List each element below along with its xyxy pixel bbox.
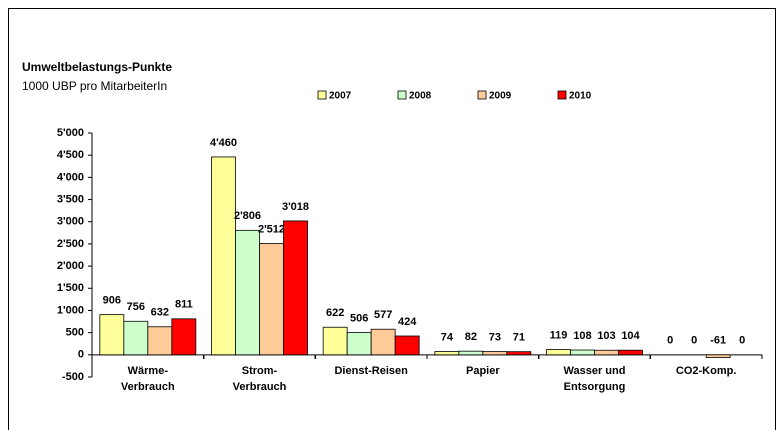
- x-tick-label: Strom-Verbrauch: [233, 365, 287, 393]
- data-label: 74: [441, 331, 454, 343]
- bar: [211, 156, 236, 356]
- data-label: 622: [326, 307, 344, 319]
- y-tick-label: 3'500: [57, 193, 84, 205]
- data-label: 108: [573, 330, 591, 342]
- legend-swatch: [477, 90, 487, 100]
- data-label: 82: [465, 331, 477, 343]
- data-label: 4'460: [210, 137, 237, 149]
- data-label: 0: [691, 335, 697, 347]
- bar: [235, 229, 260, 356]
- bar: [458, 350, 484, 356]
- y-tick-label: 2'500: [57, 238, 84, 250]
- legend-label: 2009: [489, 91, 512, 102]
- data-label: 71: [513, 332, 525, 344]
- x-tick-label: Wasser und Entsorgung: [564, 365, 626, 393]
- x-tick-label: Wärme-Verbrauch: [121, 365, 175, 393]
- y-tick-label: 3'000: [57, 216, 84, 228]
- bar: [322, 326, 348, 356]
- x-tick-label: CO2-Komp.: [676, 365, 737, 377]
- data-label: 2'806: [234, 210, 261, 222]
- y-tick-label: 0: [78, 349, 84, 361]
- data-label: 2'512: [258, 223, 285, 235]
- y-tick-label: 5'000: [57, 127, 84, 139]
- legend-swatch: [317, 90, 327, 100]
- data-label: 3'018: [282, 201, 309, 213]
- y-tick-label: 500: [66, 327, 84, 339]
- bar: [594, 349, 619, 356]
- bar: [259, 242, 284, 356]
- bar: [570, 349, 595, 356]
- data-label: 119: [550, 329, 568, 341]
- bar: [346, 331, 372, 356]
- x-tick-label: Papier: [466, 365, 500, 377]
- data-label: -61: [710, 335, 726, 347]
- legend-label: 2007: [329, 91, 352, 102]
- bar: [482, 351, 508, 356]
- data-label: 632: [151, 307, 169, 319]
- legend-label: 2010: [569, 91, 592, 102]
- bar: [123, 320, 149, 356]
- data-label: 0: [739, 335, 745, 347]
- bar: [370, 328, 396, 356]
- chart-title: Umweltbelastungs-Punkte: [22, 60, 172, 74]
- bar: [506, 351, 532, 356]
- bar: [394, 335, 420, 356]
- y-tick-label: -500: [62, 371, 84, 383]
- legend-swatch: [397, 90, 407, 100]
- bar: [171, 318, 197, 356]
- bar: [705, 354, 731, 358]
- data-label: 104: [621, 330, 640, 342]
- y-tick-label: 1'000: [57, 304, 84, 316]
- data-label: 424: [398, 316, 417, 328]
- bar: [618, 349, 643, 356]
- y-tick-label: 4'500: [57, 149, 84, 161]
- data-label: 506: [350, 312, 368, 324]
- y-tick-label: 1'500: [57, 282, 84, 294]
- data-label: 0: [667, 335, 673, 347]
- chart-subtitle: 1000 UBP pro MitarbeiterIn: [22, 79, 167, 93]
- bar: [147, 326, 173, 356]
- legend-label: 2008: [409, 91, 432, 102]
- y-tick-label: 2'000: [57, 260, 84, 272]
- legend-swatch: [557, 90, 567, 100]
- bar: [546, 349, 571, 356]
- x-tick-label: Dienst-Reisen: [334, 365, 408, 377]
- data-label: 577: [374, 309, 392, 321]
- bar: [99, 314, 125, 356]
- frame: [8, 8, 776, 430]
- data-label: 103: [597, 330, 615, 342]
- data-label: 906: [103, 295, 121, 307]
- data-label: 811: [175, 299, 193, 311]
- bar: [283, 220, 308, 356]
- data-label: 756: [127, 301, 145, 313]
- data-label: 73: [489, 331, 501, 343]
- bar: [434, 351, 460, 356]
- y-tick-label: 4'000: [57, 171, 84, 183]
